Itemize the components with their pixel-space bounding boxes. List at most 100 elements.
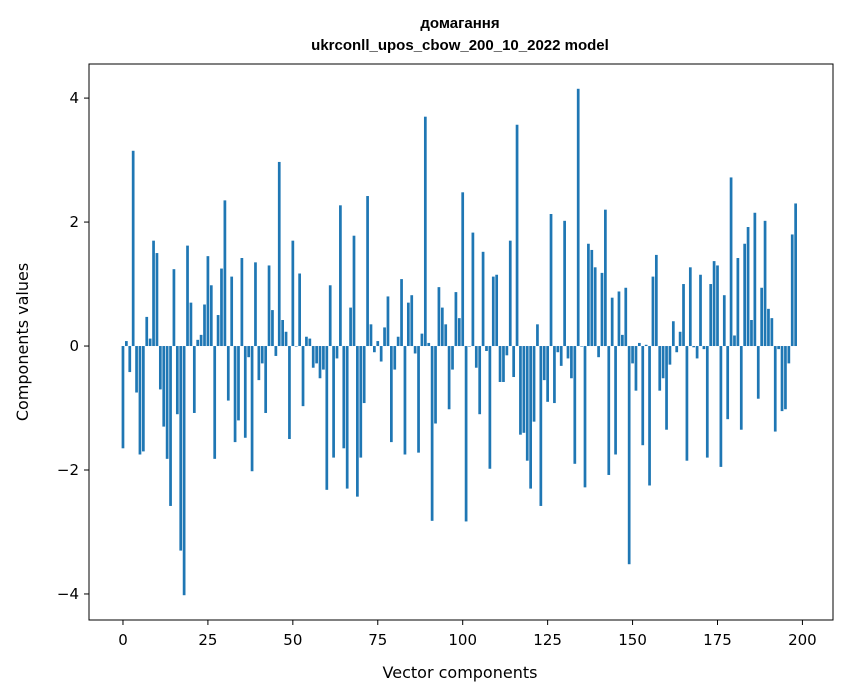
bar-32 <box>230 276 234 347</box>
bar-79 <box>390 346 393 443</box>
bar-160 <box>665 346 668 430</box>
bar-27 <box>213 346 217 459</box>
bar-109 <box>491 276 495 347</box>
bar-122 <box>536 324 539 347</box>
bar-50 <box>291 240 295 347</box>
bar-181 <box>736 258 740 347</box>
bar-186 <box>753 212 757 347</box>
bar-175 <box>716 265 719 347</box>
bar-155 <box>648 346 651 486</box>
bar-3 <box>131 150 135 347</box>
bar-183 <box>743 243 747 347</box>
bar-6 <box>142 346 145 452</box>
bar-78 <box>386 296 390 347</box>
bar-18 <box>182 346 186 596</box>
bar-54 <box>305 336 308 347</box>
bar-47 <box>281 320 284 347</box>
bar-170 <box>699 274 702 347</box>
bar-31 <box>226 346 230 401</box>
bar-25 <box>206 256 210 347</box>
bar-194 <box>780 346 784 412</box>
bar-143 <box>607 346 611 475</box>
x-tick-label: 25 <box>198 631 217 649</box>
bar-178 <box>726 346 730 420</box>
bar-29 <box>220 268 223 347</box>
bar-129 <box>559 346 563 366</box>
bar-17 <box>179 346 183 551</box>
bar-30 <box>223 200 227 347</box>
bar-172 <box>705 346 709 458</box>
bar-80 <box>393 346 397 370</box>
bar-10 <box>155 253 159 347</box>
bar-98 <box>454 292 458 347</box>
bar-108 <box>488 346 492 469</box>
bar-115 <box>512 346 516 378</box>
bar-68 <box>352 235 356 347</box>
bar-152 <box>638 342 641 347</box>
bar-179 <box>729 177 733 347</box>
x-tick-label: 75 <box>368 631 387 649</box>
bar-117 <box>519 346 522 435</box>
bar-103 <box>471 232 475 347</box>
bar-147 <box>621 334 624 347</box>
bar-102 <box>468 346 471 347</box>
bar-124 <box>542 346 546 381</box>
bar-125 <box>546 346 549 402</box>
bar-49 <box>288 346 291 440</box>
bar-114 <box>508 240 512 347</box>
bar-85 <box>410 295 414 347</box>
bar-99 <box>457 318 461 347</box>
bar-197 <box>790 234 794 347</box>
bar-16 <box>175 346 179 415</box>
bar-156 <box>651 276 655 347</box>
bar-28 <box>216 315 220 347</box>
y-tick-label: 2 <box>69 213 79 231</box>
bar-58 <box>318 346 322 379</box>
bar-24 <box>203 304 206 347</box>
bar-127 <box>553 346 556 404</box>
bar-137 <box>587 243 590 347</box>
bar-70 <box>359 346 363 458</box>
bar-169 <box>695 346 699 359</box>
bar-139 <box>593 267 597 347</box>
bar-187 <box>756 346 760 399</box>
bar-82 <box>400 279 403 347</box>
y-axis-label: Components values <box>13 263 32 421</box>
bar-67 <box>349 307 352 347</box>
bar-161 <box>668 346 672 365</box>
bar-164 <box>678 331 682 347</box>
bar-86 <box>413 346 417 354</box>
x-tick-label: 100 <box>448 631 477 649</box>
bar-71 <box>362 346 366 404</box>
bar-193 <box>777 346 780 350</box>
bar-42 <box>264 346 268 413</box>
bar-144 <box>610 297 614 347</box>
bar-168 <box>692 346 696 348</box>
bar-151 <box>634 346 638 391</box>
bar-106 <box>481 251 485 347</box>
bar-39 <box>254 262 257 347</box>
bar-116 <box>515 124 519 347</box>
bar-177 <box>722 295 726 347</box>
bar-0 <box>121 346 125 449</box>
bar-75 <box>376 341 380 347</box>
bar-138 <box>590 249 594 347</box>
bar-135 <box>580 346 583 347</box>
bar-62 <box>332 346 335 458</box>
x-axis-label: Vector components <box>383 663 538 682</box>
chart-title-line1: домагання <box>420 15 499 32</box>
bar-154 <box>644 344 648 347</box>
bar-166 <box>685 346 689 461</box>
bar-65 <box>342 346 346 449</box>
bar-159 <box>661 346 665 379</box>
bar-8 <box>148 338 152 347</box>
y-tick-label: 0 <box>69 337 79 355</box>
y-tick-label: −2 <box>57 461 79 479</box>
bar-73 <box>369 324 373 347</box>
bar-74 <box>373 346 376 353</box>
bar-158 <box>658 346 662 391</box>
bar-118 <box>522 346 526 433</box>
bar-81 <box>396 336 400 347</box>
bar-174 <box>712 261 716 347</box>
